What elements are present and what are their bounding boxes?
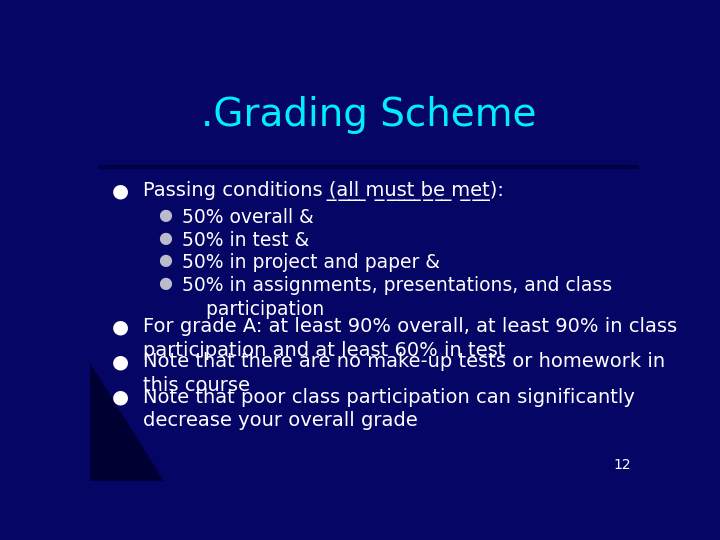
Text: .Grading Scheme: .Grading Scheme [202,96,536,134]
Text: ●: ● [112,181,129,200]
Text: For grade A: at least 90% overall, at least 90% in class
participation and at le: For grade A: at least 90% overall, at le… [143,317,677,360]
Text: Passing conditions (̲a̲l̲l̲ ̲m̲u̲s̲t̲ ̲b̲e̲ ̲m̲e̲t̲):: Passing conditions (̲a̲l̲l̲ ̲m̲u̲s̲t̲ ̲b… [143,181,504,201]
Text: Note that there are no make-up tests or homework in
this course: Note that there are no make-up tests or … [143,353,665,395]
Text: ●: ● [158,253,172,268]
Text: 50% in assignments, presentations, and class
    participation: 50% in assignments, presentations, and c… [182,276,612,319]
Text: ●: ● [112,317,129,336]
Text: ●: ● [112,353,129,372]
Text: 50% overall &: 50% overall & [182,208,314,227]
Text: 12: 12 [613,458,631,472]
Text: Note that poor class participation can significantly
decrease your overall grade: Note that poor class participation can s… [143,388,635,430]
Text: ●: ● [158,276,172,292]
Text: 50% in test &: 50% in test & [182,231,310,249]
Text: ●: ● [158,208,172,222]
Text: ●: ● [158,231,172,246]
Text: ●: ● [112,388,129,407]
Text: 50% in project and paper &: 50% in project and paper & [182,253,440,273]
Polygon shape [90,364,163,481]
